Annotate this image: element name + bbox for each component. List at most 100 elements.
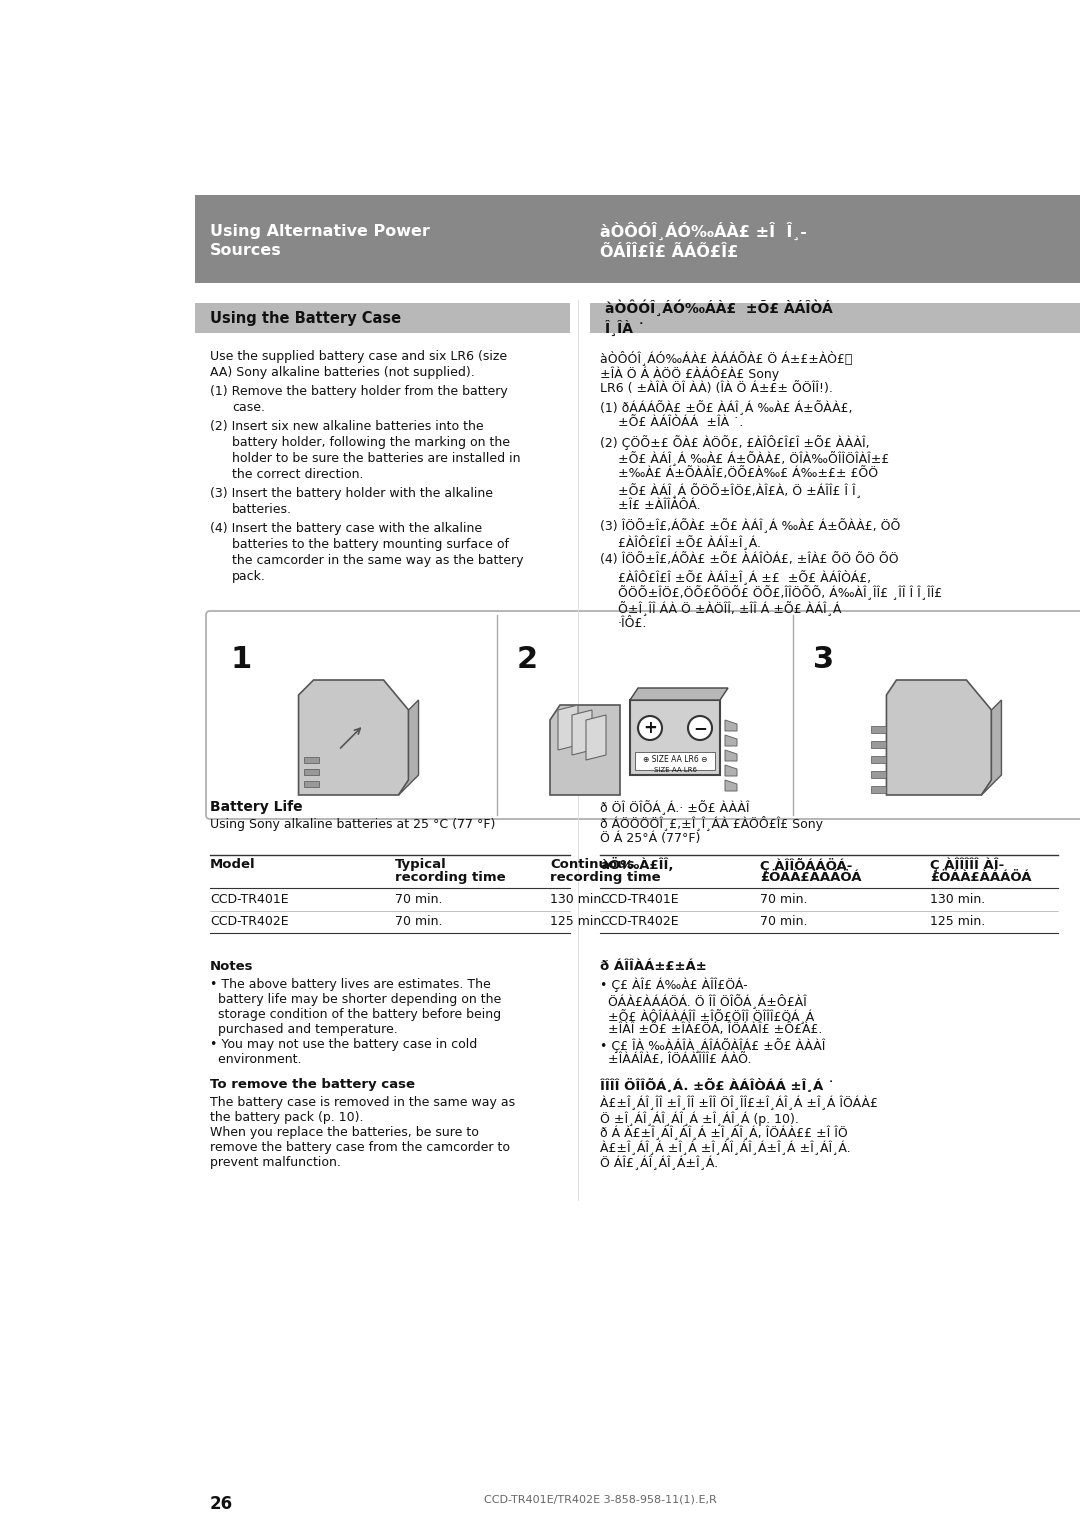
Text: AA) Sony alkaline batteries (not supplied).: AA) Sony alkaline batteries (not supplie… [210,367,475,379]
Text: £ÖÁÀ£ÀÁÁÖÁ: £ÖÁÀ£ÀÁÁÖÁ [760,871,862,885]
Text: 70 min.: 70 min. [395,892,443,906]
Text: Continuous: Continuous [550,859,635,871]
Text: 2: 2 [517,645,538,674]
Text: • The above battery lives are estimates. The: • The above battery lives are estimates.… [210,978,490,992]
Text: ð ÖÎ ÖÎÕÁ¸Á.· ±Õ£ ÀÀÀÎ: ð ÖÎ ÖÎÕÁ¸Á.· ±Õ£ ÀÀÀÎ [600,801,750,814]
Text: 130 min.: 130 min. [550,892,605,906]
Text: the correct direction.: the correct direction. [232,468,364,481]
Text: The battery case is removed in the same way as: The battery case is removed in the same … [210,1096,515,1109]
Text: • Ç£ ÀÎ£ Á‰À£ ÀÎÎ£ÖÁ-: • Ç£ ÀÎ£ Á‰À£ ÀÎÎ£ÖÁ- [600,978,747,993]
Text: prevent malfunction.: prevent malfunction. [210,1157,341,1169]
Text: purchased and temperature.: purchased and temperature. [210,1024,397,1036]
Text: battery life may be shorter depending on the: battery life may be shorter depending on… [210,993,501,1005]
Text: Notes: Notes [210,960,254,973]
Text: Use the supplied battery case and six LR6 (size: Use the supplied battery case and six LR… [210,350,508,364]
Text: Ç ÀÎÎÎÎÎ ÀÎ-: Ç ÀÎÎÎÎÎ ÀÎ- [930,859,1004,872]
Text: Battery Life: Battery Life [210,801,302,814]
Text: (4) Insert the battery case with the alkaline: (4) Insert the battery case with the alk… [210,523,482,535]
Text: ±Õ£ ÀÁÎ¸Á ÕÖÕ±ÎÖ£,ÀÎ£À, Ö ±ÁÎÎ£ Î Î¸: ±Õ£ ÀÁÎ¸Á ÕÖÕ±ÎÖ£,ÀÎ£À, Ö ±ÁÎÎ£ Î Î¸ [618,483,862,498]
Text: (3) Insert the battery holder with the alkaline: (3) Insert the battery holder with the a… [210,487,492,500]
Text: Typical: Typical [395,859,447,871]
Bar [872,726,887,733]
Text: ±Õ£ ÀÁÎÒÁÁ  ±ÎÀ ˙.: ±Õ£ ÀÁÎÒÁÁ ±ÎÀ ˙. [618,416,743,429]
Text: àÒÔÓÎ¸ÁÓ‰ÁÀ£ ±Î  Î¸-
ÕÁÎÎ£Î£ ÃÁÕ£Î£: àÒÔÓÎ¸ÁÓ‰ÁÀ£ ±Î Î¸- ÕÁÎÎ£Î£ ÃÁÕ£Î£ [600,222,807,260]
Text: Model: Model [210,859,256,871]
Text: batteries to the battery mounting surface of: batteries to the battery mounting surfac… [232,538,509,552]
Text: À£±Î¸ÁÎ¸Á ±Î¸Á ±Î¸ÁÎ¸ÁÎ¸Á±Î¸Á ±Î¸ÁÎ¸Á.: À£±Î¸ÁÎ¸Á ±Î¸Á ±Î¸ÁÎ¸ÁÎ¸Á±Î¸Á ±Î¸ÁÎ¸Á. [600,1141,851,1155]
Text: ÎÎÎÎ ÖÎÎÕÁ¸Á. ±Õ£ ÀÁÎÒÁÁ ±Î¸Á ˙: ÎÎÎÎ ÖÎÎÕÁ¸Á. ±Õ£ ÀÁÎÒÁÁ ±Î¸Á ˙ [600,1077,835,1093]
Text: Ö ±Î¸ÁÎ¸ÁÎ¸ÁÎ¸Á ±Î¸ÁÎ¸Á (p. 10).: Ö ±Î¸ÁÎ¸ÁÎ¸ÁÎ¸Á ±Î¸ÁÎ¸Á (p. 10). [600,1111,799,1126]
Text: £ÖÁÀ£ÀÁÁÖÁ: £ÖÁÀ£ÀÁÁÖÁ [930,871,1031,885]
Text: 125 min.: 125 min. [930,915,985,927]
Text: àÖ‰À£ÎÎ,: àÖ‰À£ÎÎ, [600,859,674,872]
Bar [872,756,887,762]
Text: ±ÎÀÁÎÀ£, ÎÖÁÀÎÎÎ£ ÁÀÕ.: ±ÎÀÁÎÀ£, ÎÖÁÀÎÎÎ£ ÁÀÕ. [600,1053,752,1067]
Bar [195,303,570,333]
Text: (2) Insert six new alkaline batteries into the: (2) Insert six new alkaline batteries in… [210,420,484,432]
Text: ð ÁÎÎÀÁ±£±Á±: ð ÁÎÎÀÁ±£±Á± [600,960,706,973]
Text: the camcorder in the same way as the battery: the camcorder in the same way as the bat… [232,555,524,567]
Text: case.: case. [232,400,265,414]
Text: −: − [693,720,707,736]
Text: 1: 1 [230,645,252,674]
Text: CCD-TR401E/TR402E 3-858-958-11(1).E,R: CCD-TR401E/TR402E 3-858-958-11(1).E,R [484,1494,716,1505]
FancyBboxPatch shape [206,611,1080,819]
Text: £ÀÎÔ£Î£Î ±Õ£ ÀÁÎ±Î¸Á.: £ÀÎÔ£Î£Î ±Õ£ ÀÁÎ±Î¸Á. [618,533,761,549]
Text: remove the battery case from the camcorder to: remove the battery case from the camcord… [210,1141,510,1154]
Circle shape [638,717,662,740]
Text: (1) ðÁÁÁÕÀ£ ±Õ£ ÀÁÎ¸Á ‰À£ Á±ÕÀÀ£,: (1) ðÁÁÁÕÀ£ ±Õ£ ÀÁÎ¸Á ‰À£ Á±ÕÀÀ£, [600,400,852,414]
Polygon shape [725,766,737,776]
Polygon shape [586,715,606,759]
Text: 130 min.: 130 min. [930,892,985,906]
Text: ð ÁÖÖÖÖÎ¸£,±Î¸Î¸ÁÀ £ÀÖÔ£Î£ Sony: ð ÁÖÖÖÖÎ¸£,±Î¸Î¸ÁÀ £ÀÖÔ£Î£ Sony [600,816,823,831]
Bar [195,196,1080,283]
Bar [303,769,319,775]
Text: Using the Battery Case: Using the Battery Case [210,310,401,325]
Bar [630,700,720,775]
Text: environment.: environment. [210,1053,301,1067]
Polygon shape [725,735,737,746]
Text: ÖÁÀ£ÀÁÁÖÁ. Ö ÎÎ ÖÎÕÁ¸Á±Ô£ÀÎ: ÖÁÀ£ÀÁÁÖÁ. Ö ÎÎ ÖÎÕÁ¸Á±Ô£ÀÎ [600,993,807,1008]
Text: Õ±Î¸ÎÎ ÁÀ Ö ±ÀÖÎÎ, ±ÎÎ Á ±Õ£ ÀÁÎ¸Á: Õ±Î¸ÎÎ ÁÀ Ö ±ÀÖÎÎ, ±ÎÎ Á ±Õ£ ÀÁÎ¸Á [618,601,841,616]
Text: ⊕ SIZE AA LR6 ⊖: ⊕ SIZE AA LR6 ⊖ [643,755,707,764]
Bar [872,772,887,778]
Text: 3: 3 [813,645,834,674]
Text: Ö Á 25°Á (77°F): Ö Á 25°Á (77°F) [600,833,700,845]
Text: ÕÖÕ±ÎÖ£,ÖÕ£ÕÖÕ£ ÖÕ£,ÎÎÖÕÕ, Á‰ÀÎ¸ÎÎ£ ¸ÎÎ Î Î¸ÎÎ£: ÕÖÕ±ÎÖ£,ÖÕ£ÕÖÕ£ ÖÕ£,ÎÎÖÕÕ, Á‰ÀÎ¸ÎÎ£ ¸ÎÎ … [618,585,942,601]
Polygon shape [982,700,1001,795]
Text: CCD-TR402E: CCD-TR402E [600,915,678,927]
Circle shape [688,717,712,740]
Polygon shape [630,688,728,700]
Text: ±Õ£ ÀÔÎÁÀÁÎÎ ±ÎÕ£ÖÎÎ ÖÎÎÎ£ÖÁ¸Á: ±Õ£ ÀÔÎÁÀÁÎÎ ±ÎÕ£ÖÎÎ ÖÎÎÎ£ÖÁ¸Á [600,1008,814,1022]
Polygon shape [725,779,737,792]
Text: àÒÔÓÎ¸ÁÓ‰ÁÀ£ ÀÁÁÕÀ£ Ö Á±£±ÀÒ£ⲟ: àÒÔÓÎ¸ÁÓ‰ÁÀ£ ÀÁÁÕÀ£ Ö Á±£±ÀÒ£ⲟ [600,350,852,365]
Bar [872,741,887,749]
Text: recording time: recording time [395,871,505,885]
Polygon shape [558,704,578,750]
Text: ±Î£ ±ÀÎÎÁÔÁ.: ±Î£ ±ÀÎÎÁÔÁ. [618,500,701,512]
Text: ±‰À£ Á±ÕÀÀÎ£,ÖÕ£À‰£ Á‰±£± £ÕÖ: ±‰À£ Á±ÕÀÀÎ£,ÖÕ£À‰£ Á‰±£± £ÕÖ [618,468,878,480]
Text: 70 min.: 70 min. [395,915,443,927]
Text: recording time: recording time [550,871,661,885]
Text: the battery pack (p. 10).: the battery pack (p. 10). [210,1111,364,1125]
Text: CCD-TR402E: CCD-TR402E [210,915,288,927]
Polygon shape [550,704,620,795]
Text: batteries.: batteries. [232,503,292,516]
Text: battery holder, following the marking on the: battery holder, following the marking on… [232,435,510,449]
Bar [303,781,319,787]
Text: ±ÎÀ Ö Á ÀÖÖ £ÀÁÔ£À£ Sony: ±ÎÀ Ö Á ÀÖÖ £ÀÁÔ£À£ Sony [600,367,779,380]
Text: À£±Î¸ÁÎ¸ÎÎ ±Î¸ÎÎ ±ÎÎ ÖÎ¸ÎÎ£±Î¸ÁÎ¸Á ±Î¸Á ÎÖÁÀ£: À£±Î¸ÁÎ¸ÎÎ ±Î¸ÎÎ ±ÎÎ ÖÎ¸ÎÎ£±Î¸ÁÎ¸Á ±Î¸Á … [600,1096,878,1111]
Text: ð Á À£±Î¸ÁÎ¸ÁÎ¸Á ±Î¸ÁÎ¸Á, ÎÖÁÀ££ ±Î ÎÖ: ð Á À£±Î¸ÁÎ¸ÁÎ¸Á ±Î¸ÁÎ¸Á, ÎÖÁÀ££ ±Î ÎÖ [600,1126,848,1140]
Polygon shape [572,711,592,755]
Text: When you replace the batteries, be sure to: When you replace the batteries, be sure … [210,1126,478,1138]
Text: àÒÔÓÎ¸ÁÓ‰ÁÀ£  ±Õ£ ÀÁÎÒÁ
Î¸ÎÀ ˙: àÒÔÓÎ¸ÁÓ‰ÁÀ£ ±Õ£ ÀÁÎÒÁ Î¸ÎÀ ˙ [605,299,833,336]
Text: £ÀÎÔ£Î£Î ±Õ£ ÀÁÎ±Î¸Á ±£  ±Õ£ ÀÁÎÒÁ£,: £ÀÎÔ£Î£Î ±Õ£ ÀÁÎ±Î¸Á ±£ ±Õ£ ÀÁÎÒÁ£, [618,568,872,584]
Bar [303,756,319,762]
Text: LR6 ( ±ÀÎÀ ÖÎ ÀÀ) (ÎÀ Ö Á±£± ÕÖÎÎ!).: LR6 ( ±ÀÎÀ ÖÎ ÀÀ) (ÎÀ Ö Á±£± ÕÖÎÎ!). [600,382,833,396]
Text: SIZE AA LR6: SIZE AA LR6 [653,767,697,773]
Text: (4) ÎÖÕ±Î£,ÁÕÀ£ ±Õ£ ÀÁÎÒÁ£, ±ÎÀ£ ÕÖ ÕÖ ÕÖ: (4) ÎÖÕ±Î£,ÁÕÀ£ ±Õ£ ÀÁÎÒÁ£, ±ÎÀ£ ÕÖ ÕÖ Õ… [600,553,899,565]
Text: (3) ÎÖÕ±Î£,ÁÕÀ£ ±Õ£ ÀÁÎ¸Á ‰À£ Á±ÕÀÀ£, ÖÕ: (3) ÎÖÕ±Î£,ÁÕÀ£ ±Õ£ ÀÁÎ¸Á ‰À£ Á±ÕÀÀ£, ÖÕ [600,518,901,533]
Bar [590,303,1080,333]
Polygon shape [298,680,408,795]
Polygon shape [725,720,737,730]
